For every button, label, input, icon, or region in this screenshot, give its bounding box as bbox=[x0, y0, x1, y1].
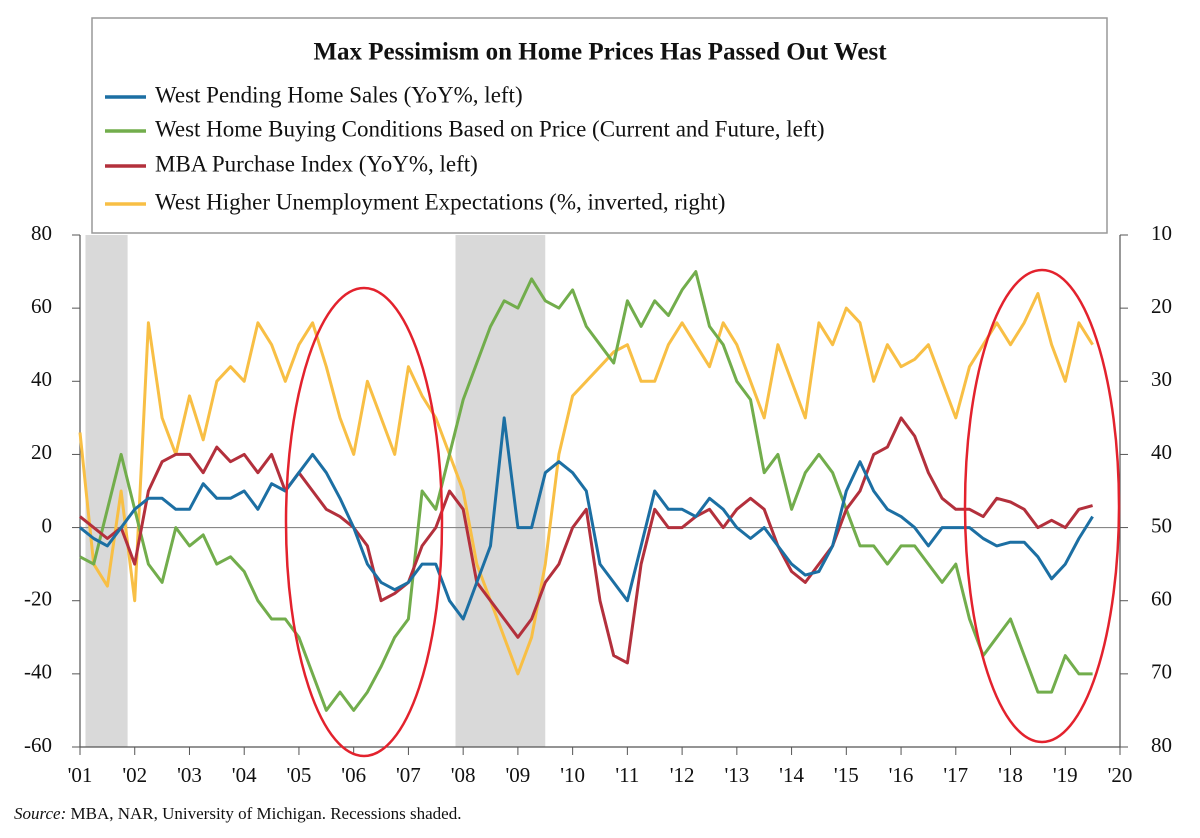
x-tick-label: '04 bbox=[232, 763, 257, 787]
source-text: MBA, NAR, University of Michigan. Recess… bbox=[71, 804, 462, 823]
x-tick-label: '13 bbox=[724, 763, 749, 787]
y-tick-label: 20 bbox=[31, 440, 52, 464]
legend-label: MBA Purchase Index (YoY%, left) bbox=[155, 151, 478, 176]
x-tick-label: '16 bbox=[889, 763, 914, 787]
y-tick-label: 40 bbox=[31, 367, 52, 391]
x-tick-label: '12 bbox=[670, 763, 695, 787]
x-tick-label: '19 bbox=[1053, 763, 1078, 787]
x-tick-label: '05 bbox=[287, 763, 312, 787]
series-line bbox=[79, 416, 1093, 665]
x-tick-label: '06 bbox=[341, 763, 366, 787]
recession-shading-group bbox=[85, 235, 546, 747]
x-tick-label: '20 bbox=[1108, 763, 1133, 787]
x-tick-label: '08 bbox=[451, 763, 476, 787]
series-line bbox=[78, 292, 1094, 676]
y2-tick-label: 80 bbox=[1151, 733, 1172, 757]
y2-tick-label: 50 bbox=[1151, 513, 1172, 537]
y-tick-label: -40 bbox=[24, 660, 52, 684]
recession-shade bbox=[455, 235, 546, 747]
y-tick-label: -20 bbox=[24, 587, 52, 611]
x-tick-label: '15 bbox=[834, 763, 859, 787]
highlight-ellipse bbox=[284, 286, 444, 758]
legend-label: West Higher Unemployment Expectations (%… bbox=[155, 189, 725, 214]
legend-label: West Home Buying Conditions Based on Pri… bbox=[155, 116, 825, 141]
y2-tick-label: 10 bbox=[1151, 221, 1172, 245]
x-tick-label: '09 bbox=[505, 763, 530, 787]
chart-title: Max Pessimism on Home Prices Has Passed … bbox=[313, 39, 887, 66]
y2-tick-label: 30 bbox=[1151, 367, 1172, 391]
y-tick-label: 60 bbox=[31, 294, 52, 318]
y2-tick-label: 60 bbox=[1151, 587, 1172, 611]
x-tick-label: '10 bbox=[560, 763, 585, 787]
legend-box bbox=[91, 17, 1108, 234]
y-tick-label: 80 bbox=[31, 221, 52, 245]
source-label: Source: bbox=[14, 804, 66, 823]
legend-label: West Pending Home Sales (YoY%, left) bbox=[155, 82, 523, 107]
x-tick-label: '07 bbox=[396, 763, 421, 787]
y2-tick-label: 70 bbox=[1151, 660, 1172, 684]
x-tick-label: '14 bbox=[779, 763, 804, 787]
x-tick-label: '17 bbox=[943, 763, 968, 787]
y2-tick-label: 20 bbox=[1151, 294, 1172, 318]
source-note: Source: MBA, NAR, University of Michigan… bbox=[14, 804, 461, 823]
series-line bbox=[79, 270, 1093, 712]
axes-group: 80 60 40 20 0 -20 -40 -60 10 20 30 40 50 60 70 80 '01 '02… bbox=[24, 221, 1172, 787]
x-tick-label: '02 bbox=[122, 763, 147, 787]
y-tick-label: 0 bbox=[42, 513, 53, 537]
lines-group bbox=[78, 270, 1094, 712]
x-tick-label: '03 bbox=[177, 763, 202, 787]
highlight-ellipse bbox=[963, 268, 1121, 744]
x-tick-label: '18 bbox=[998, 763, 1023, 787]
legend: West Pending Home Sales (YoY%, left) West… bbox=[105, 82, 825, 214]
y2-tick-label: 40 bbox=[1151, 440, 1172, 464]
series-line bbox=[79, 416, 1094, 621]
x-tick-label: '01 bbox=[68, 763, 93, 787]
x-tick-label: '11 bbox=[615, 763, 639, 787]
y-tick-label: -60 bbox=[24, 733, 52, 757]
